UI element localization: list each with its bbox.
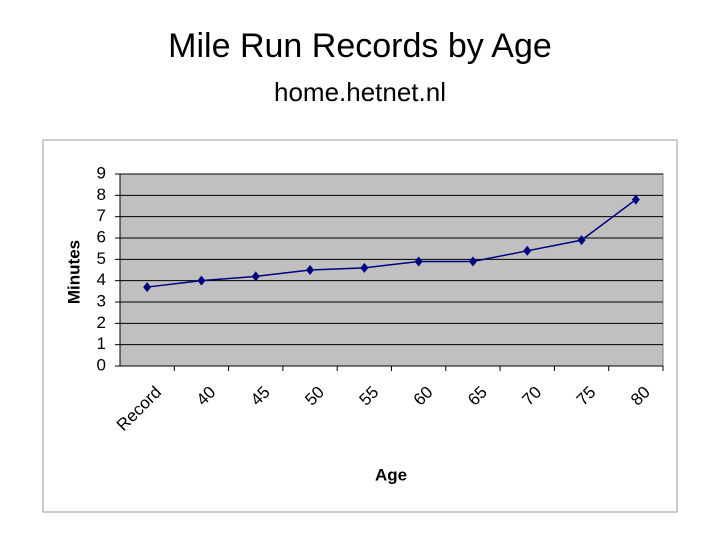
marker [414,256,423,267]
marker [306,265,315,275]
y-tick-label: 1 [97,334,106,353]
marker [631,194,640,205]
marker [468,256,477,267]
x-axis-label: Age [375,465,407,484]
y-tick-label: 5 [97,249,106,268]
marker [251,271,260,282]
y-axis-label: Minutes [64,240,83,304]
y-tick-label: 2 [97,313,106,332]
plot-area [119,173,664,367]
line [147,198,637,288]
chart-title: Mile Run Records by Age [168,27,552,65]
chart-subtitle: home.hetnet.nl [274,77,446,107]
marker [143,282,152,293]
marker [360,262,369,273]
y-tick-label: 9 [97,163,106,182]
y-tick-label: 4 [97,270,106,289]
y-tick-label: 8 [97,185,106,204]
y-tick-label: 0 [97,355,106,374]
y-tick-label: 7 [97,206,106,225]
marker [197,275,206,286]
y-tick-label: 3 [97,291,106,310]
marker [577,235,586,246]
y-tick-label: 6 [97,227,106,246]
marker [523,245,532,256]
